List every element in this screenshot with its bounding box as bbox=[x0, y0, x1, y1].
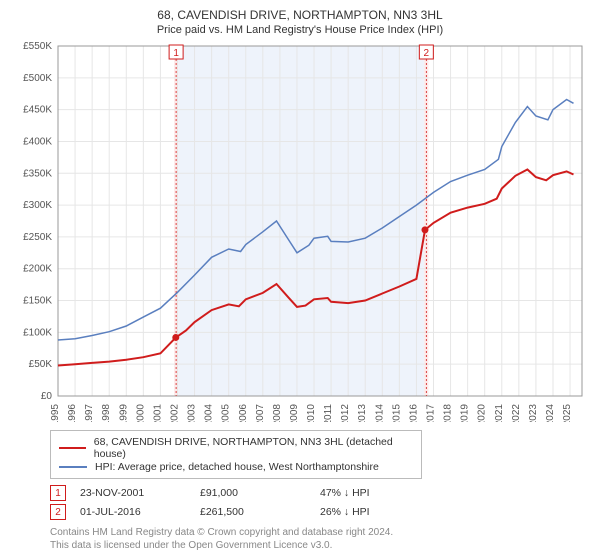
svg-text:2011: 2011 bbox=[323, 404, 334, 422]
svg-text:2005: 2005 bbox=[221, 404, 232, 422]
svg-text:2022: 2022 bbox=[511, 404, 522, 422]
svg-text:£400K: £400K bbox=[23, 136, 52, 147]
svg-text:1998: 1998 bbox=[101, 404, 112, 422]
svg-text:£100K: £100K bbox=[23, 327, 52, 338]
marker-1-price: £91,000 bbox=[200, 487, 320, 499]
svg-text:2021: 2021 bbox=[494, 404, 505, 422]
svg-text:2: 2 bbox=[424, 48, 430, 59]
svg-text:2024: 2024 bbox=[545, 404, 556, 422]
svg-text:2000: 2000 bbox=[135, 404, 146, 422]
legend-item-series1: 68, CAVENDISH DRIVE, NORTHAMPTON, NN3 3H… bbox=[59, 436, 413, 460]
svg-text:2020: 2020 bbox=[477, 404, 488, 422]
svg-text:2012: 2012 bbox=[340, 404, 351, 422]
svg-text:£300K: £300K bbox=[23, 200, 52, 211]
svg-text:2016: 2016 bbox=[408, 404, 419, 422]
marker-2-price: £261,500 bbox=[200, 506, 320, 518]
svg-text:2010: 2010 bbox=[306, 404, 317, 422]
svg-text:£150K: £150K bbox=[23, 296, 52, 307]
svg-text:2009: 2009 bbox=[289, 404, 300, 422]
chart-subtitle: Price paid vs. HM Land Registry's House … bbox=[10, 24, 590, 36]
marker-row-2: 2 01-JUL-2016 £261,500 26% ↓ HPI bbox=[50, 504, 590, 520]
svg-text:£450K: £450K bbox=[23, 105, 52, 116]
chart-title: 68, CAVENDISH DRIVE, NORTHAMPTON, NN3 3H… bbox=[10, 8, 590, 22]
svg-text:1996: 1996 bbox=[67, 404, 78, 422]
price-chart: £0 £50K £100K £150K £200K £250K £300K £350K £400… bbox=[10, 42, 590, 422]
footer-line-1: Contains HM Land Registry data © Crown c… bbox=[50, 526, 590, 539]
svg-text:2006: 2006 bbox=[238, 404, 249, 422]
svg-text:2014: 2014 bbox=[374, 404, 385, 422]
svg-text:£350K: £350K bbox=[23, 168, 52, 179]
legend: 68, CAVENDISH DRIVE, NORTHAMPTON, NN3 3H… bbox=[50, 430, 422, 479]
svg-text:1997: 1997 bbox=[84, 404, 95, 422]
svg-text:£50K: £50K bbox=[29, 359, 53, 370]
marker-2-date: 01-JUL-2016 bbox=[80, 506, 200, 518]
svg-text:2018: 2018 bbox=[443, 404, 454, 422]
svg-text:1995: 1995 bbox=[50, 404, 61, 422]
svg-text:2008: 2008 bbox=[272, 404, 283, 422]
svg-text:2002: 2002 bbox=[169, 404, 180, 422]
marker-2-box: 2 bbox=[50, 504, 66, 520]
footer-attribution: Contains HM Land Registry data © Crown c… bbox=[50, 526, 590, 552]
svg-text:2007: 2007 bbox=[255, 404, 266, 422]
legend-label-2: HPI: Average price, detached house, West… bbox=[95, 461, 379, 473]
svg-text:2023: 2023 bbox=[528, 404, 539, 422]
legend-item-series2: HPI: Average price, detached house, West… bbox=[59, 461, 413, 473]
svg-text:1: 1 bbox=[173, 48, 179, 59]
footer-line-2: This data is licensed under the Open Gov… bbox=[50, 539, 590, 552]
svg-text:2017: 2017 bbox=[426, 404, 437, 422]
svg-text:2001: 2001 bbox=[152, 404, 163, 422]
svg-text:2004: 2004 bbox=[204, 404, 215, 422]
svg-text:£0: £0 bbox=[41, 391, 53, 402]
svg-text:£200K: £200K bbox=[23, 264, 52, 275]
marker-row-1: 1 23-NOV-2001 £91,000 47% ↓ HPI bbox=[50, 485, 590, 501]
svg-text:2025: 2025 bbox=[562, 404, 573, 422]
svg-text:2003: 2003 bbox=[187, 404, 198, 422]
marker-2-delta: 26% ↓ HPI bbox=[320, 506, 440, 518]
svg-text:2013: 2013 bbox=[357, 404, 368, 422]
marker-1-delta: 47% ↓ HPI bbox=[320, 487, 440, 499]
marker-table: 1 23-NOV-2001 £91,000 47% ↓ HPI 2 01-JUL… bbox=[50, 485, 590, 520]
svg-text:2015: 2015 bbox=[391, 404, 402, 422]
svg-text:£550K: £550K bbox=[23, 42, 52, 52]
legend-label-1: 68, CAVENDISH DRIVE, NORTHAMPTON, NN3 3H… bbox=[94, 436, 413, 460]
marker-1-box: 1 bbox=[50, 485, 66, 501]
svg-text:1999: 1999 bbox=[118, 404, 129, 422]
svg-text:£500K: £500K bbox=[23, 73, 52, 84]
svg-text:2019: 2019 bbox=[460, 404, 471, 422]
svg-text:£250K: £250K bbox=[23, 232, 52, 243]
marker-1-date: 23-NOV-2001 bbox=[80, 487, 200, 499]
